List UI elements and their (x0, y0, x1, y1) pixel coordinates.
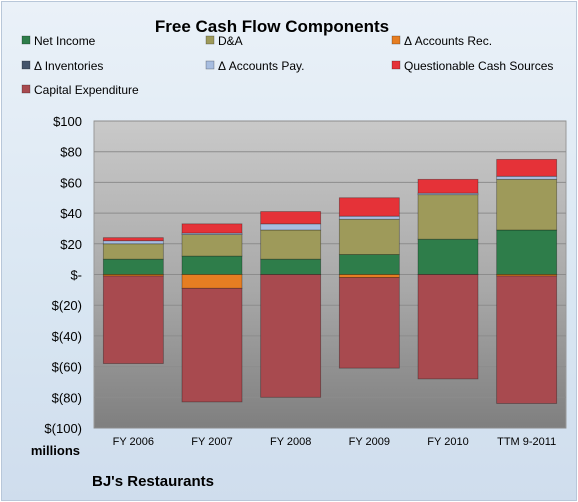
bar-segment-net-income (260, 258, 322, 275)
legend-label-accounts-rec: Δ Accounts Rec. (404, 34, 492, 48)
bar-segment-d-a (102, 243, 164, 260)
bar-segment-accounts-pay (260, 223, 322, 231)
y-tick-label: $80 (60, 145, 82, 160)
bar-segment-accounts-pay (102, 240, 164, 245)
legend-label-capital-expenditure: Capital Expenditure (34, 83, 139, 97)
legend-label-accounts-pay: Δ Accounts Pay. (218, 59, 305, 73)
y-tick-label: $(40) (52, 329, 82, 344)
bar-segment-capital-expenditure (260, 274, 322, 398)
legend-label-net-income: Net Income (34, 34, 96, 48)
bar-segment-accounts-rec (181, 274, 243, 289)
legend-swatch-capital-expenditure (21, 84, 31, 94)
legend: Net Income D&A Δ Accounts Rec. Δ Inventorie… (21, 34, 553, 97)
chart-title: Free Cash Flow Components (155, 17, 389, 36)
legend-swatch-accounts-pay (205, 60, 215, 70)
x-tick-label: FY 2010 (427, 436, 468, 448)
x-tick-label: FY 2007 (191, 436, 232, 448)
bar-segment-capital-expenditure (496, 275, 558, 404)
legend-swatch-net-income (21, 35, 31, 45)
y-tick-label: $- (70, 268, 82, 283)
bar-segment-accounts-pay (496, 175, 558, 180)
legend-label-questionable-cash-sources: Questionable Cash Sources (404, 59, 553, 73)
bar-segment-questionable-cash-sources (417, 178, 479, 194)
bar-segment-d-a (417, 194, 479, 240)
bar-segment-d-a (338, 218, 400, 255)
y-tick-label: $(60) (52, 360, 82, 375)
y-tick-label: $40 (60, 206, 82, 221)
bar-segment-accounts-pay (338, 215, 400, 220)
x-axis-ticks: FY 2006 FY 2007 FY 2008 FY 2009 FY 2010 TTM 9… (113, 436, 557, 448)
bar-segment-capital-expenditure (181, 287, 243, 403)
units-label: millions (31, 443, 80, 458)
y-tick-label: $(20) (52, 298, 82, 313)
x-tick-label: FY 2008 (270, 436, 311, 448)
x-tick-label: TTM 9-2011 (497, 436, 556, 448)
x-tick-label: FY 2009 (349, 436, 390, 448)
legend-label-inventories: Δ Inventories (34, 59, 103, 73)
legend-swatch-d-a (205, 35, 215, 45)
x-tick-label: FY 2006 (113, 436, 154, 448)
gridlines (94, 120, 566, 429)
legend-swatch-inventories (21, 60, 31, 70)
bar-segment-questionable-cash-sources (260, 211, 322, 225)
bar-segment-d-a (181, 234, 243, 257)
bar-segment-capital-expenditure (102, 275, 164, 364)
y-axis-ticks: $100 $80 $60 $40 $20 $- $(20) $(40) $(60) $(80) $(… (44, 114, 82, 436)
bar-segment-capital-expenditure (417, 274, 479, 380)
y-tick-label: $20 (60, 237, 82, 252)
legend-swatch-questionable-cash-sources (391, 60, 401, 70)
y-tick-label: $60 (60, 175, 82, 190)
bars (102, 158, 558, 404)
bar-segment-net-income (338, 254, 400, 275)
bar-segment-net-income (417, 238, 479, 275)
bar-segment-questionable-cash-sources (496, 158, 558, 177)
bar-segment-net-income (181, 255, 243, 275)
bar-segment-questionable-cash-sources (181, 223, 243, 234)
bar-segment-accounts-rec (338, 274, 400, 278)
bar-segment-d-a (496, 178, 558, 231)
legend-swatch-accounts-rec (391, 35, 401, 45)
y-tick-label: $(100) (44, 421, 82, 436)
bar-segment-net-income (496, 229, 558, 275)
bar-segment-questionable-cash-sources (102, 237, 164, 242)
bar-segment-questionable-cash-sources (338, 197, 400, 217)
y-tick-label: $(80) (52, 390, 82, 405)
company-label: BJ's Restaurants (92, 473, 214, 490)
legend-label-d-a: D&A (218, 34, 243, 48)
bar-segment-net-income (102, 258, 164, 275)
y-tick-label: $100 (53, 114, 82, 129)
bar-segment-d-a (260, 229, 322, 260)
bar-segment-capital-expenditure (338, 277, 400, 369)
